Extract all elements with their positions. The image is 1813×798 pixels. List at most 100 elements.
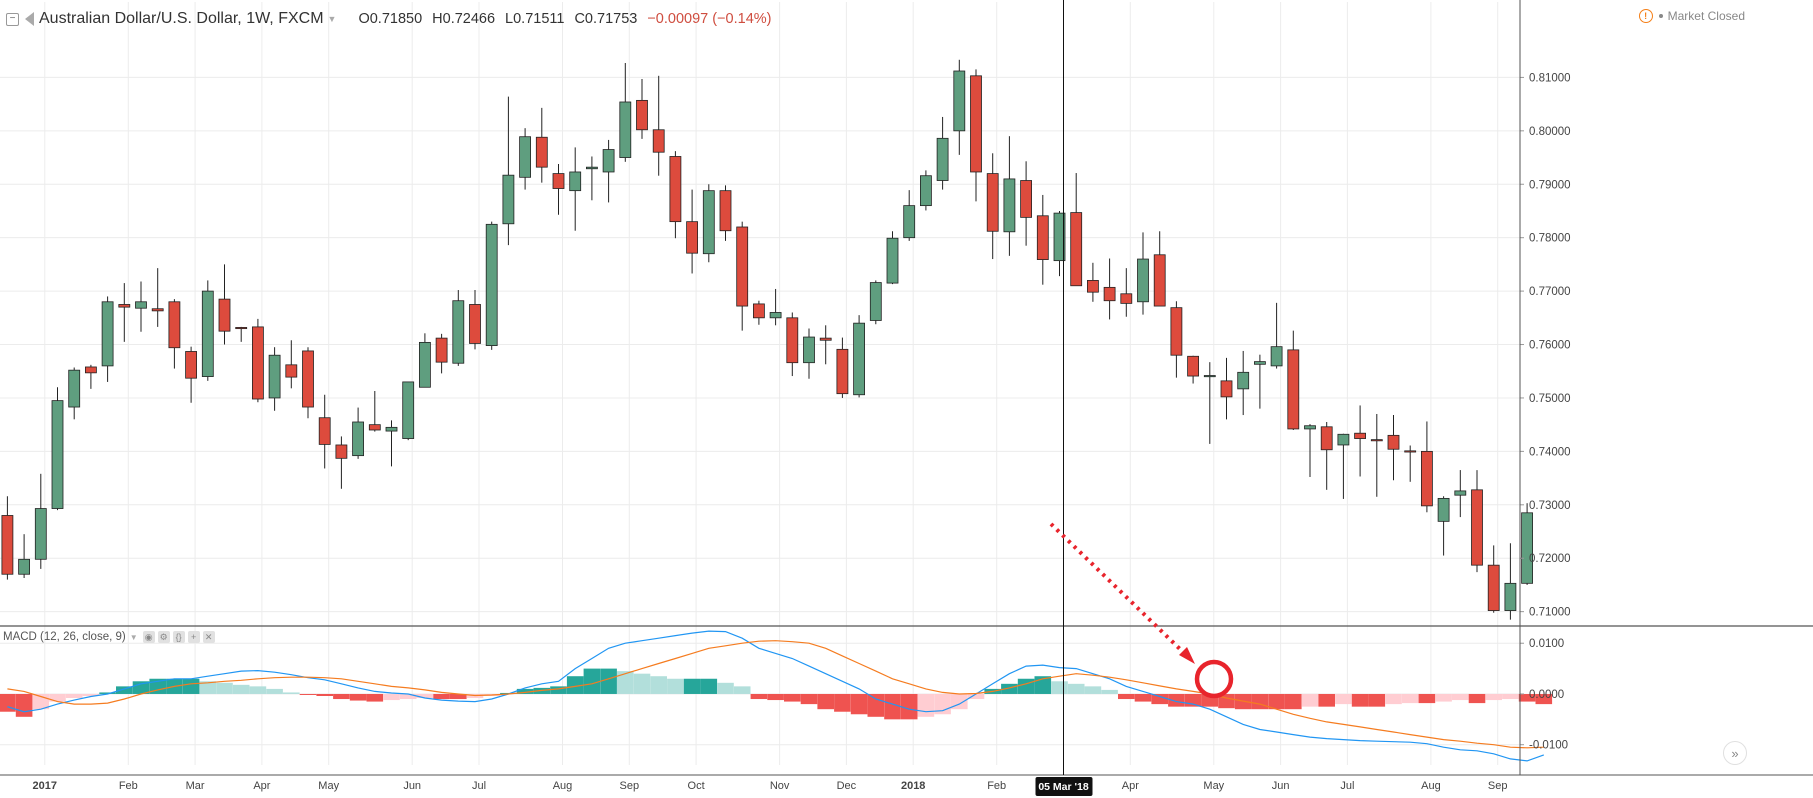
candle-body <box>920 175 932 207</box>
candle-body <box>736 226 749 307</box>
candle-body <box>34 508 47 560</box>
candle-body <box>819 337 832 341</box>
collapse-icon[interactable]: − <box>6 12 19 26</box>
macd-axis-label: -0.0100 <box>1529 740 1568 752</box>
time-axis-label: 2017 <box>33 780 57 792</box>
candle-body <box>1320 426 1333 451</box>
histogram-bar <box>1401 693 1419 704</box>
histogram-bar <box>399 693 417 700</box>
histogram-bar <box>266 688 283 694</box>
signal-line <box>7 640 1544 749</box>
candle-body <box>1504 582 1517 611</box>
time-axis-label: Feb <box>119 780 138 792</box>
histogram-bar <box>1084 686 1102 694</box>
histogram-bar <box>583 668 601 694</box>
crossover-circle-marker <box>1194 659 1234 699</box>
macd-label[interactable]: MACD (12, 26, close, 9) <box>3 631 126 643</box>
candle-body <box>786 317 799 364</box>
histogram-bar <box>867 693 885 717</box>
histogram-bar <box>1518 693 1536 702</box>
candle-body <box>285 364 298 378</box>
candle-body <box>1003 178 1016 233</box>
candle-body <box>502 174 515 225</box>
scroll-to-realtime-button[interactable]: » <box>1723 741 1747 765</box>
close-icon[interactable]: ✕ <box>202 631 215 643</box>
candle-body <box>218 298 231 332</box>
histogram-bar <box>700 678 718 694</box>
candle-body <box>251 326 264 400</box>
histogram-bar <box>416 693 434 699</box>
candle-body <box>652 129 665 153</box>
histogram-bar <box>450 693 467 700</box>
candle-body <box>318 417 331 445</box>
source-code-icon[interactable]: {} <box>172 631 185 643</box>
symbol-title[interactable]: Australian Dollar/U.S. Dollar, 1W, FXCM <box>39 10 324 27</box>
candle-body <box>1437 497 1450 522</box>
candle-body <box>418 341 431 388</box>
histogram-bar <box>99 692 116 694</box>
candle-body <box>970 75 982 173</box>
candle-body <box>569 171 582 192</box>
histogram-bar <box>784 693 801 702</box>
histogram-bar <box>0 693 16 712</box>
time-axis-label: Jun <box>1272 780 1290 792</box>
histogram-bar <box>216 682 233 694</box>
candle-body <box>1 515 14 575</box>
histogram-bar <box>650 676 667 694</box>
candle-body <box>619 101 632 158</box>
add-icon[interactable]: + <box>187 631 200 643</box>
histogram-bar <box>1285 693 1302 710</box>
histogram-bar <box>683 678 701 694</box>
candle-body <box>1087 280 1099 293</box>
candle-body <box>368 424 381 431</box>
histogram-bar <box>617 671 634 694</box>
candle-body <box>1287 349 1300 430</box>
histogram-bar <box>349 693 367 701</box>
price-axis-label: 0.74000 <box>1529 446 1571 458</box>
candle-body <box>686 221 698 254</box>
candle-body <box>702 190 715 255</box>
crosshair-date-label: 05 Mar '18 <box>1038 781 1089 793</box>
candle-body <box>803 336 815 364</box>
histogram-bar <box>1168 693 1185 707</box>
candle-body <box>1053 212 1066 262</box>
histogram-bar <box>49 693 66 702</box>
candle-body <box>201 290 214 377</box>
candle-body <box>469 304 481 344</box>
time-axis-label: May <box>1203 780 1224 792</box>
ohlc-open: O0.71850 <box>358 11 423 27</box>
histogram-bar <box>366 693 384 702</box>
histogram-bar <box>817 693 834 710</box>
eye-icon[interactable]: ◉ <box>142 631 155 643</box>
candle-body <box>385 426 398 432</box>
macd-line <box>7 630 1545 762</box>
candle-body <box>1487 564 1500 611</box>
histogram-bar <box>733 686 751 694</box>
candle-body <box>1521 512 1533 584</box>
histogram-bar <box>1151 693 1168 705</box>
candle-body <box>101 301 114 367</box>
chevron-down-icon[interactable]: ▼ <box>129 632 138 642</box>
histogram-bar <box>767 693 784 701</box>
histogram-bar <box>199 681 217 694</box>
candle-body <box>1220 380 1233 398</box>
ohlc-change: −0.00097 (−0.14%) <box>647 11 772 27</box>
candle-body <box>869 282 882 321</box>
settings-icon[interactable]: ⚙ <box>157 631 170 643</box>
histogram-bar <box>1017 678 1035 694</box>
histogram-bar <box>600 668 617 694</box>
ohlc-high: H0.72466 <box>432 11 496 27</box>
market-status[interactable]: ! Market Closed <box>1638 9 1745 23</box>
candle-body <box>51 400 64 509</box>
flag-icon[interactable] <box>25 12 34 26</box>
histogram-bar <box>1051 681 1068 694</box>
histogram-bar <box>1318 693 1335 707</box>
price-axis-label: 0.76000 <box>1529 340 1571 352</box>
annotations: 05 Mar '18 <box>1035 0 1234 796</box>
time-axis-label: Mar <box>186 780 205 792</box>
chevron-down-icon[interactable]: ▼ <box>327 14 337 24</box>
histogram-bar <box>917 693 935 717</box>
histogram-bar <box>15 693 33 717</box>
